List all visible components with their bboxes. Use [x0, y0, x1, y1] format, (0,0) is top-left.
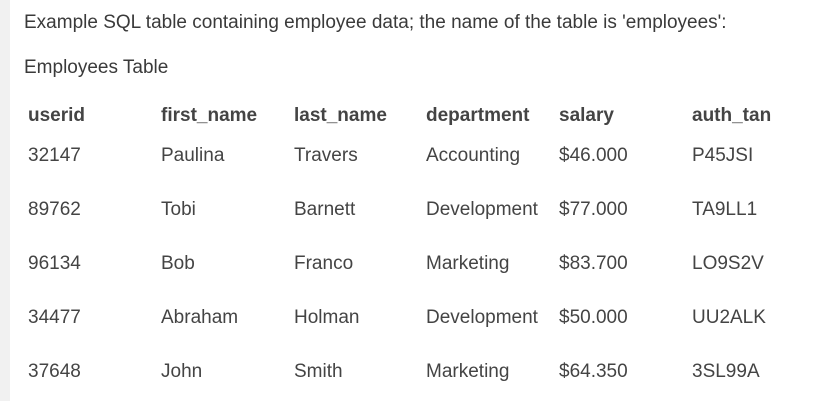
column-header-auth-tan: auth_tan [692, 105, 772, 126]
cell-last-name: Franco [294, 253, 354, 274]
cell-last-name: Smith [294, 361, 343, 382]
cell-first-name: John [161, 361, 203, 382]
column-header-userid: userid [28, 105, 86, 126]
table-row: 89762 Tobi Barnett Development $77.000 T… [28, 190, 818, 244]
table-row: 32147 Paulina Travers Accounting $46.000… [28, 136, 818, 190]
cell-auth-tan: UU2ALK [692, 307, 766, 328]
column-header-salary: salary [559, 105, 614, 126]
cell-salary: $50.000 [559, 307, 628, 328]
cell-department: Marketing [426, 361, 510, 382]
cell-department: Development [426, 307, 538, 328]
cell-last-name: Holman [294, 307, 360, 328]
cell-first-name: Bob [161, 253, 195, 274]
cell-salary: $46.000 [559, 145, 628, 166]
left-border-rule [0, 0, 10, 401]
cell-department: Marketing [426, 253, 510, 274]
table-row: 96134 Bob Franco Marketing $83.700 LO9S2… [28, 244, 818, 298]
table-row: 37648 John Smith Marketing $64.350 3SL99… [28, 352, 818, 406]
cell-first-name: Tobi [161, 199, 196, 220]
employees-table: userid first_name last_name department s… [28, 96, 818, 406]
intro-text: Example SQL table containing employee da… [24, 12, 727, 33]
cell-salary: $77.000 [559, 199, 628, 220]
cell-salary: $83.700 [559, 253, 628, 274]
cell-first-name: Abraham [161, 307, 239, 328]
cell-last-name: Travers [294, 145, 358, 166]
cell-auth-tan: LO9S2V [692, 253, 764, 274]
cell-first-name: Paulina [161, 145, 225, 166]
column-header-last-name: last_name [294, 105, 387, 126]
column-header-department: department [426, 105, 530, 126]
cell-userid: 96134 [28, 253, 81, 274]
cell-userid: 37648 [28, 361, 81, 382]
column-header-first-name: first_name [161, 105, 258, 126]
cell-userid: 89762 [28, 199, 81, 220]
cell-auth-tan: TA9LL1 [692, 199, 758, 220]
cell-auth-tan: P45JSI [692, 145, 754, 166]
cell-department: Development [426, 199, 538, 220]
cell-userid: 34477 [28, 307, 81, 328]
cell-salary: $64.350 [559, 361, 628, 382]
table-row: 34477 Abraham Holman Development $50.000… [28, 298, 818, 352]
cell-auth-tan: 3SL99A [692, 361, 760, 382]
table-header-row: userid first_name last_name department s… [28, 96, 818, 136]
cell-last-name: Barnett [294, 199, 356, 220]
table-title: Employees Table [24, 57, 169, 78]
cell-userid: 32147 [28, 145, 81, 166]
cell-department: Accounting [426, 145, 521, 166]
